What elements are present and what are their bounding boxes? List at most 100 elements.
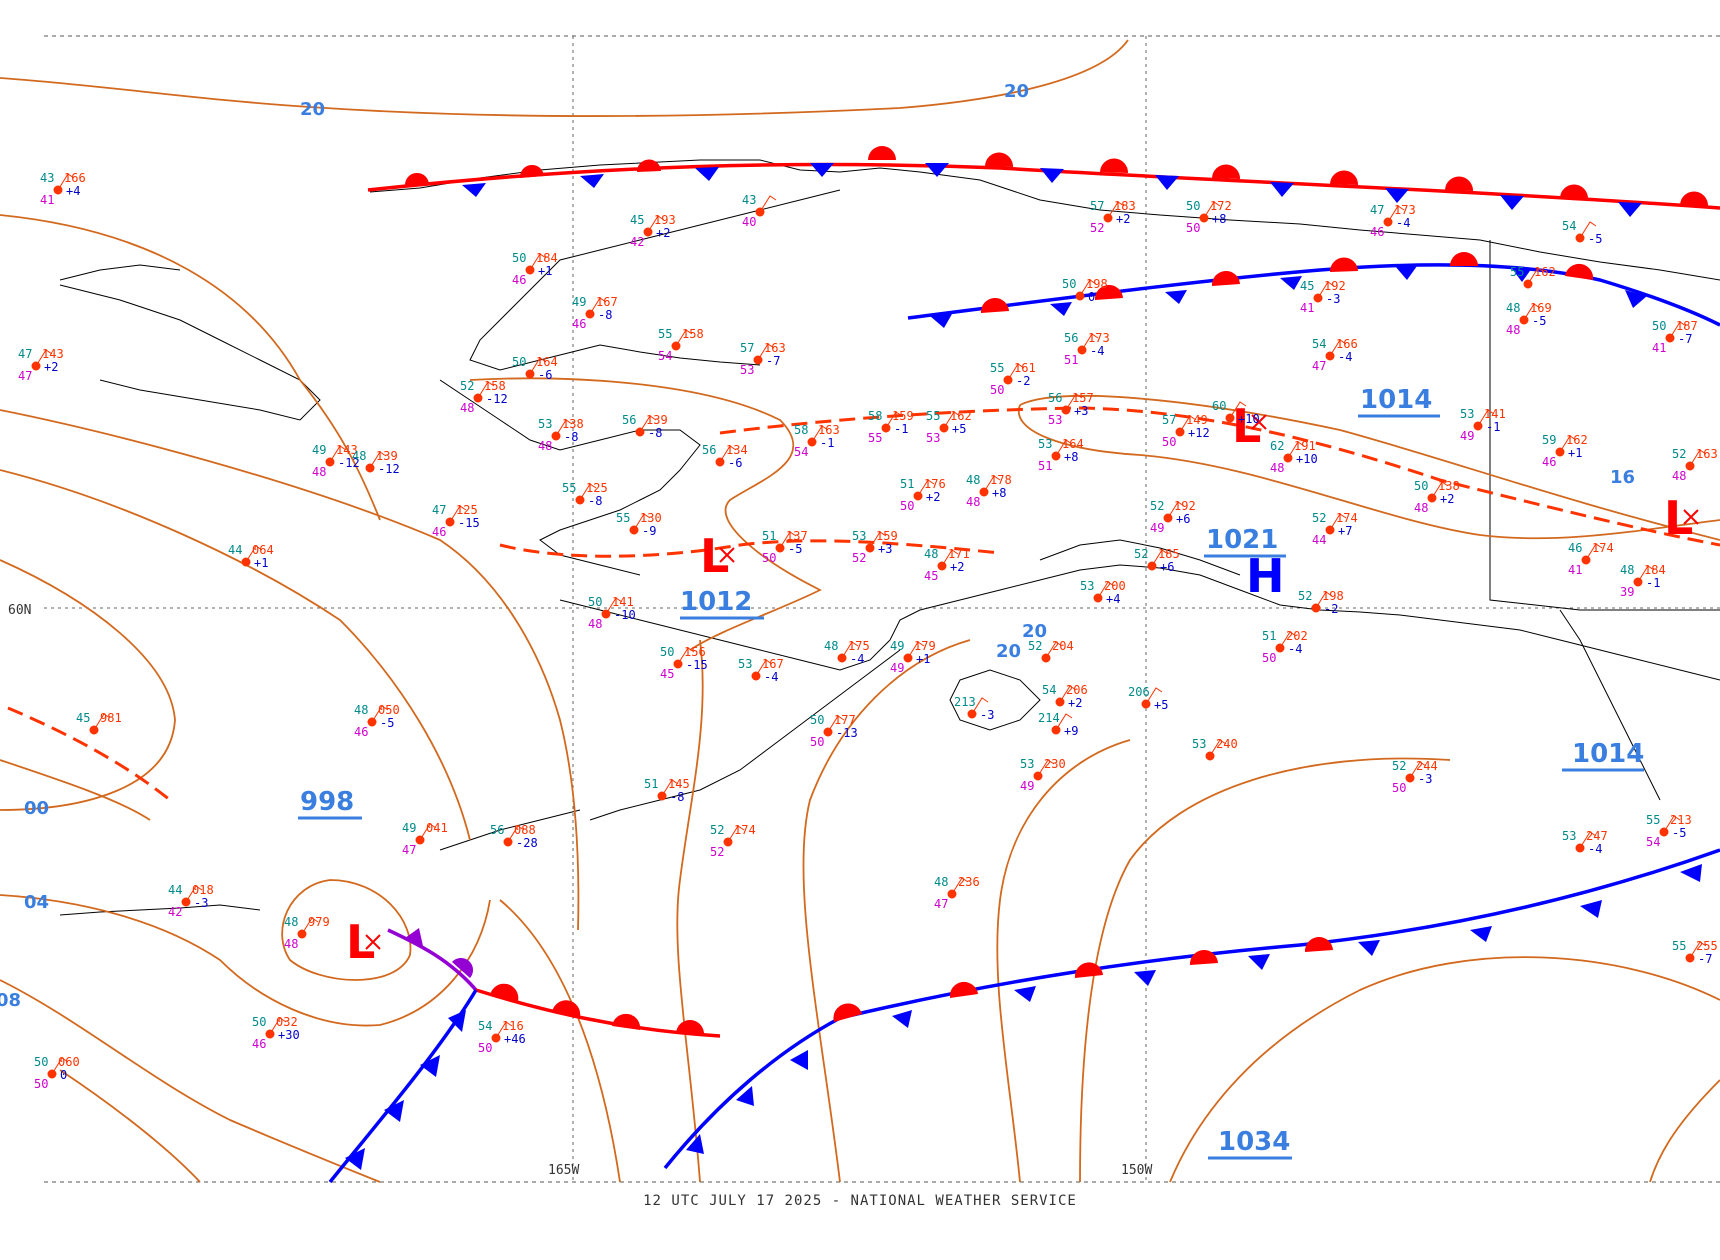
- station-pressure: 161: [1014, 361, 1036, 375]
- station-plot: 48 979 48: [284, 915, 330, 951]
- wind-barb: [1579, 221, 1597, 239]
- station-temp: 56: [622, 413, 636, 427]
- station-plot: 55 130-9: [616, 511, 662, 538]
- station-pressure: 145: [668, 777, 690, 791]
- station-dewpoint: 46: [252, 1037, 266, 1051]
- station-temp: 57: [1090, 199, 1104, 213]
- station-plot: 55 162: [1510, 265, 1556, 289]
- station-temp: 52: [1134, 547, 1148, 561]
- station-dewpoint: 50: [990, 383, 1004, 397]
- coast-southeast: [1559, 609, 1661, 801]
- station-tendency: -9: [642, 524, 656, 538]
- station-plot: 53 230 49: [1020, 757, 1066, 793]
- station-pressure: 187: [1676, 319, 1698, 333]
- station-temp: 58: [794, 423, 808, 437]
- wind-barb: [1007, 363, 1025, 381]
- station-temp: 52: [1312, 511, 1326, 525]
- station-dewpoint: 47: [934, 897, 948, 911]
- station-pressure: 192: [1324, 279, 1346, 293]
- station-dewpoint: 41: [1300, 301, 1314, 315]
- pressure-centers: L L L L H: [346, 399, 1699, 969]
- station-pressure: 174: [1336, 511, 1358, 525]
- station-tendency: +1: [1568, 446, 1582, 460]
- station-dewpoint: 48: [1672, 469, 1686, 483]
- isobar-980-low: [281, 879, 412, 981]
- station-dewpoint: 53: [926, 431, 940, 445]
- station-dewpoint: 50: [1162, 435, 1176, 449]
- station-pressure: 163: [764, 341, 786, 355]
- station-temp: 48: [1506, 301, 1520, 315]
- station-plot: 50 032 46 +30: [252, 1015, 300, 1051]
- wind-barb: [983, 475, 1001, 493]
- station-pressure: 041: [426, 821, 448, 835]
- station-pressure: 162: [1534, 265, 1556, 279]
- station-plot: 50 172 50 +8: [1186, 199, 1232, 235]
- station-pressure: 179: [914, 639, 936, 653]
- station-temp: 55: [1672, 939, 1686, 953]
- station-pressure: 158: [484, 379, 506, 393]
- station-temp: 48: [284, 915, 298, 929]
- trough-bristol: [499, 539, 1001, 558]
- coast-peninsula: [589, 649, 901, 821]
- station-plot: 50 187 41 -7: [1652, 319, 1698, 355]
- station-temp: 50: [1062, 277, 1076, 291]
- coastlines: [59, 159, 1720, 916]
- station-tendency: -5: [788, 542, 802, 556]
- station-tendency: +46: [504, 1032, 526, 1046]
- station-temp: 53: [1460, 407, 1474, 421]
- high-center-cook-inlet: H: [1246, 549, 1285, 603]
- warm-bumps-south: [833, 937, 1333, 1022]
- low-letter: L: [346, 915, 375, 969]
- station-plot: 52 163 48: [1672, 447, 1718, 483]
- station-temp: 50: [1414, 479, 1428, 493]
- station-temp: 48: [354, 703, 368, 717]
- station-pressure: 171: [948, 547, 970, 561]
- station-tendency: -6: [538, 368, 552, 382]
- wind-barb: [1097, 581, 1115, 599]
- station-pressure: 125: [456, 503, 478, 517]
- station-plot: 55 158 54: [658, 327, 704, 363]
- wind-barb: [1663, 815, 1681, 833]
- station-dewpoint: 42: [630, 235, 644, 249]
- isobar-992: [59, 1069, 201, 1183]
- station-plot: 49 167 46 -8: [572, 295, 618, 331]
- wind-barb: [555, 419, 573, 437]
- station-tendency: +6: [1176, 512, 1190, 526]
- station-temp: 45: [76, 711, 90, 725]
- station-temp: 50: [660, 645, 674, 659]
- station-tendency: +2: [44, 360, 58, 374]
- station-pressure: 167: [762, 657, 784, 671]
- station-pressure: 240: [1216, 737, 1238, 751]
- station-pressure: 116: [502, 1019, 524, 1033]
- station-plot: 47 173 46 -4: [1370, 203, 1416, 239]
- wind-barb: [57, 173, 75, 191]
- isobar-1012-mid: [469, 377, 823, 651]
- station-temp: 55: [658, 327, 672, 341]
- station-plot: 57 183 52 +2: [1090, 199, 1136, 235]
- station-pressure: 162: [1566, 433, 1588, 447]
- station-plot: 53 164 51 +8: [1038, 437, 1084, 473]
- station-tendency: -5: [380, 716, 394, 730]
- station-temp: 47: [18, 347, 32, 361]
- coast-arctic: [369, 159, 1720, 281]
- station-plot: 62 191 48 +10: [1270, 439, 1318, 475]
- wind-barb: [1279, 631, 1297, 649]
- station-plot: 56 157 53 +3: [1048, 391, 1094, 427]
- station-temp: 52: [1298, 589, 1312, 603]
- station-temp: 50: [512, 355, 526, 369]
- wind-barb: [529, 253, 547, 271]
- station-plot: 53 159 52 +3: [852, 529, 898, 565]
- station-temp: 49: [312, 443, 326, 457]
- wind-barb: [885, 411, 903, 429]
- station-tendency: -3: [1326, 292, 1340, 306]
- station-pressure: 064: [252, 543, 274, 557]
- station-plot: 47 143 47 +2: [18, 347, 64, 383]
- station-dewpoint: 54: [794, 445, 808, 459]
- station-temp: 51: [900, 477, 914, 491]
- station-pressure: 139: [646, 413, 668, 427]
- station-tendency: -1: [1646, 576, 1660, 590]
- station-pressure: 177: [834, 713, 856, 727]
- station-temp: 50: [810, 713, 824, 727]
- station-plot: 55 125-8: [562, 481, 608, 508]
- station-tendency: -8: [648, 426, 662, 440]
